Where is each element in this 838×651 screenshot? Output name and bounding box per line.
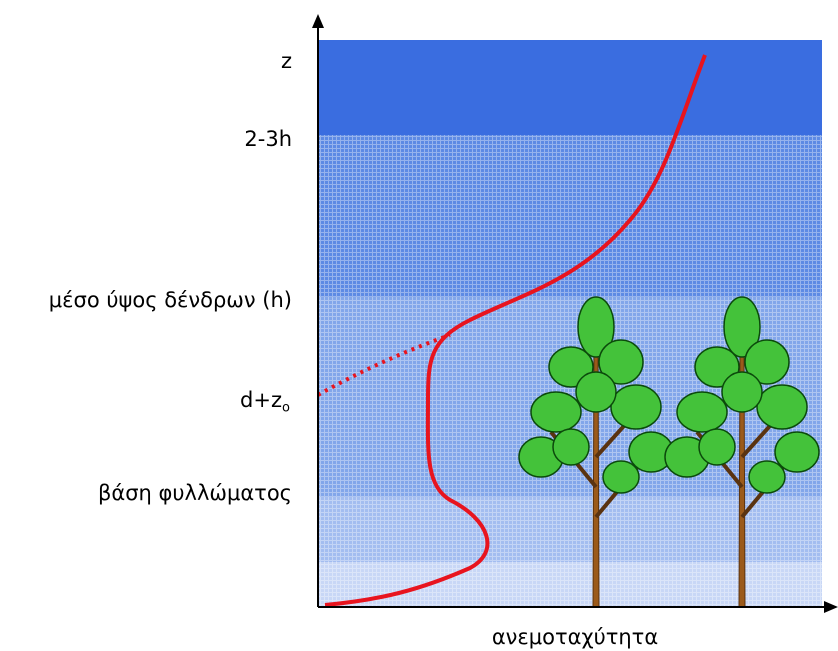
level-label: z [281,49,292,73]
level-label-subscript: o [282,401,290,416]
x-axis-label: ανεμοταχύτητα [492,625,658,649]
level-label: βάση φυλλώματος [98,481,292,505]
level-label: μέσο ύψος δένδρων (h) [49,288,292,312]
diagram: z 2-3h μέσο ύψος δένδρων (h) d+z o βάση … [0,0,838,651]
level-label: 2-3h [244,127,292,151]
level-label: d+z [240,388,282,412]
